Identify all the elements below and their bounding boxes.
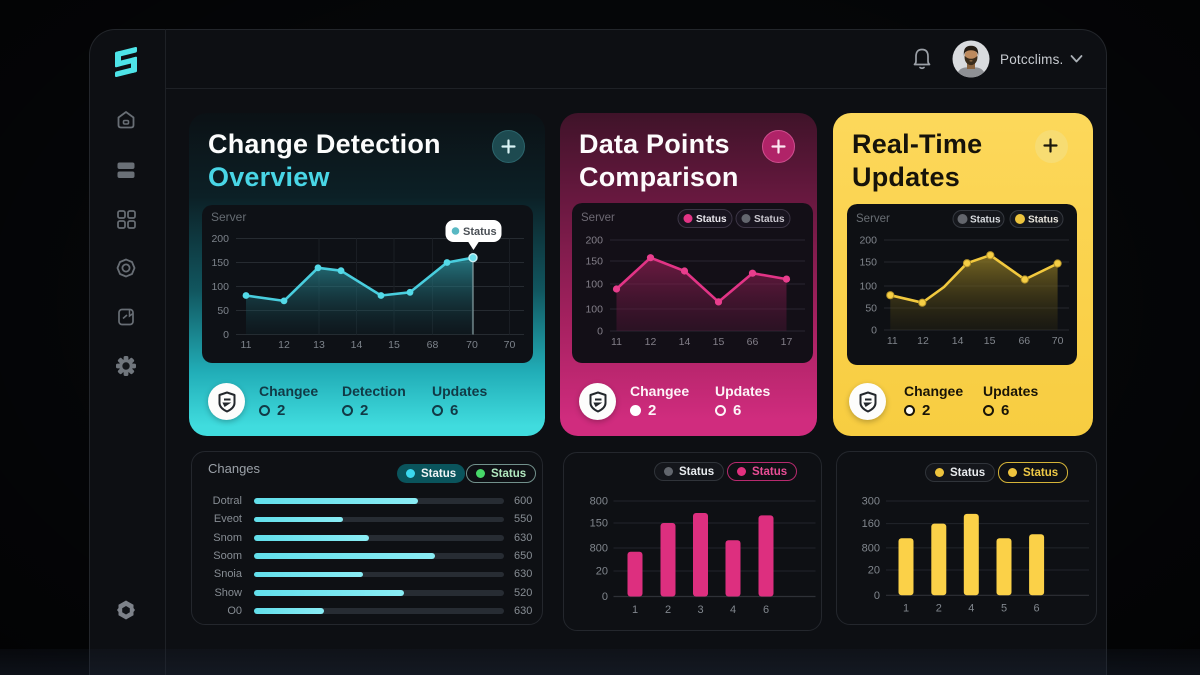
svg-text:70: 70 xyxy=(466,339,478,351)
svg-text:14: 14 xyxy=(351,339,363,351)
svg-text:50: 50 xyxy=(865,303,877,315)
svg-text:100: 100 xyxy=(211,281,229,293)
svg-text:0: 0 xyxy=(223,329,229,341)
svg-text:200: 200 xyxy=(859,235,877,247)
svg-text:12: 12 xyxy=(278,339,290,351)
svg-text:Server: Server xyxy=(581,212,615,224)
svg-text:200: 200 xyxy=(585,235,603,247)
svg-text:150: 150 xyxy=(211,257,229,269)
svg-text:Status: Status xyxy=(754,214,785,225)
svg-text:800: 800 xyxy=(590,496,608,508)
svg-text:100: 100 xyxy=(585,304,603,316)
svg-text:Status: Status xyxy=(463,226,497,238)
svg-text:68: 68 xyxy=(427,339,439,351)
svg-text:12: 12 xyxy=(917,335,929,347)
svg-text:15: 15 xyxy=(388,339,400,351)
svg-text:11: 11 xyxy=(241,339,252,351)
svg-text:160: 160 xyxy=(862,518,880,530)
svg-text:150: 150 xyxy=(859,257,877,269)
svg-text:Status: Status xyxy=(970,215,1001,226)
svg-text:Status: Status xyxy=(1028,215,1059,226)
svg-text:200: 200 xyxy=(211,233,229,245)
svg-text:150: 150 xyxy=(585,256,603,268)
svg-text:2: 2 xyxy=(936,603,942,615)
svg-text:Server: Server xyxy=(856,213,890,225)
svg-text:70: 70 xyxy=(1052,335,1064,347)
svg-text:5: 5 xyxy=(1001,603,1007,615)
svg-text:14: 14 xyxy=(679,336,691,348)
svg-text:20: 20 xyxy=(596,566,608,578)
svg-text:13: 13 xyxy=(313,339,325,351)
svg-text:4: 4 xyxy=(968,603,974,615)
svg-text:6: 6 xyxy=(1034,603,1040,615)
svg-text:2: 2 xyxy=(665,604,671,616)
svg-text:20: 20 xyxy=(868,565,880,577)
svg-text:6: 6 xyxy=(763,604,769,616)
svg-text:66: 66 xyxy=(747,336,759,348)
svg-text:Status: Status xyxy=(696,214,727,225)
svg-text:11: 11 xyxy=(611,336,622,348)
svg-text:66: 66 xyxy=(1018,335,1030,347)
svg-text:1: 1 xyxy=(632,604,638,616)
svg-text:12: 12 xyxy=(645,336,657,348)
svg-text:100: 100 xyxy=(859,281,877,293)
svg-text:0: 0 xyxy=(871,325,877,337)
svg-text:300: 300 xyxy=(862,496,880,508)
svg-text:150: 150 xyxy=(590,518,608,530)
svg-text:15: 15 xyxy=(984,335,996,347)
svg-text:100: 100 xyxy=(585,279,603,291)
svg-text:0: 0 xyxy=(597,326,603,338)
svg-text:4: 4 xyxy=(730,604,736,616)
svg-text:Server: Server xyxy=(211,210,246,224)
svg-text:1: 1 xyxy=(903,603,909,615)
svg-text:3: 3 xyxy=(697,604,703,616)
svg-text:0: 0 xyxy=(602,591,608,603)
svg-text:11: 11 xyxy=(887,335,898,347)
svg-text:0: 0 xyxy=(874,590,880,602)
svg-text:800: 800 xyxy=(862,542,880,554)
svg-text:70: 70 xyxy=(504,339,516,351)
svg-text:15: 15 xyxy=(713,336,725,348)
svg-text:17: 17 xyxy=(781,336,793,348)
svg-text:800: 800 xyxy=(590,543,608,555)
svg-text:14: 14 xyxy=(952,335,964,347)
svg-text:50: 50 xyxy=(217,305,229,317)
